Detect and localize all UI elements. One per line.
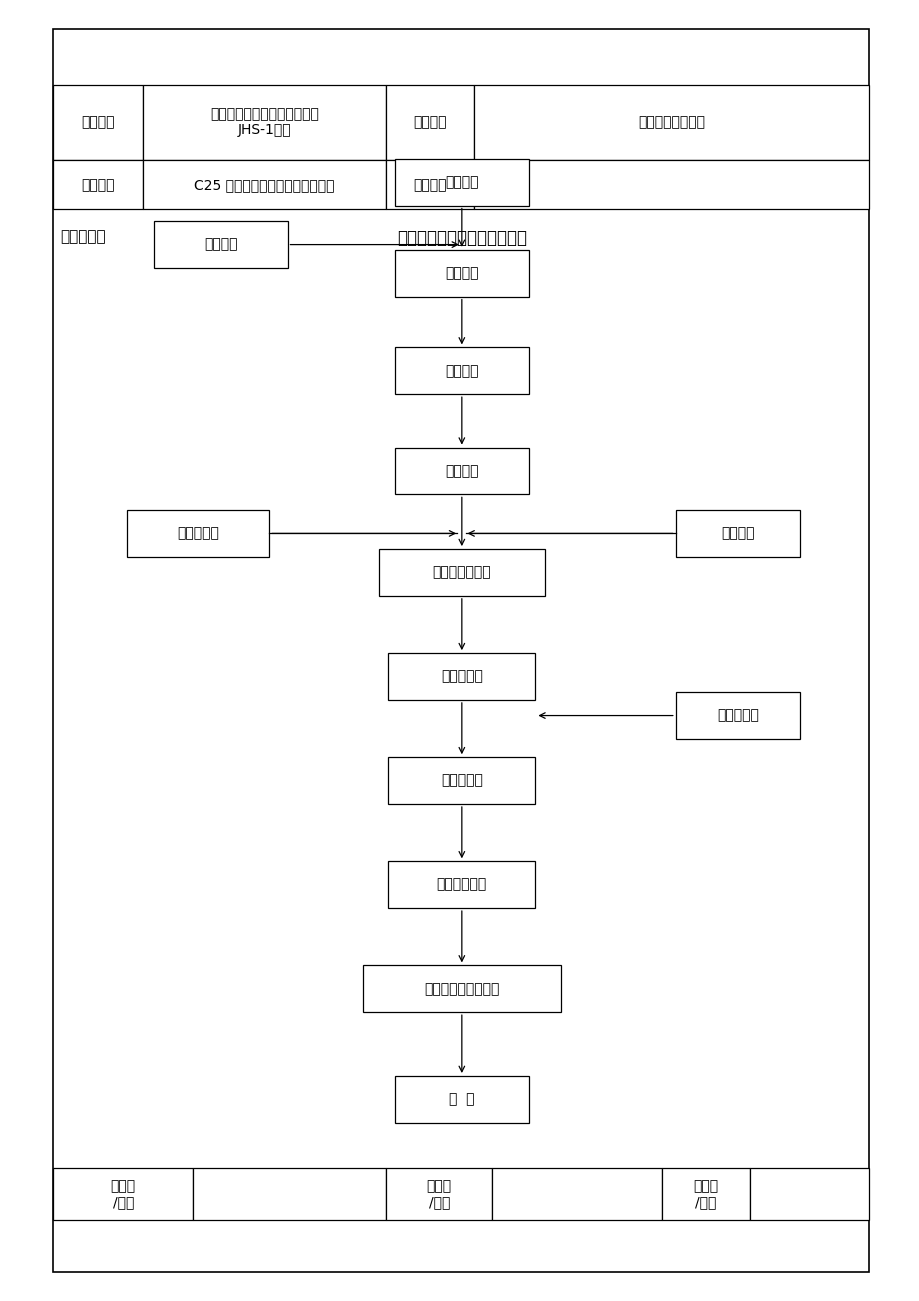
Text: 浇筑镶边及骨架: 浇筑镶边及骨架 [432, 566, 491, 579]
Bar [749, 1168, 868, 1220]
Text: 坡面修整: 坡面修整 [204, 238, 237, 251]
Bar [395, 448, 528, 494]
Bar [395, 159, 528, 206]
Bar [388, 653, 535, 700]
Bar [675, 510, 800, 557]
Bar [53, 160, 142, 209]
Bar [53, 29, 868, 1272]
Bar [193, 1168, 386, 1220]
Bar [473, 85, 868, 160]
Text: 交底内容：: 交底内容： [61, 229, 107, 245]
Text: 工程部位: 工程部位 [81, 178, 115, 191]
Text: 施工单位: 施工单位 [413, 116, 447, 129]
Text: 测量放样: 测量放样 [445, 267, 478, 280]
Text: 交底人
/时间: 交底人 /时间 [110, 1179, 136, 1210]
Text: 模板安装: 模板安装 [720, 527, 754, 540]
Text: 拱形骨架护坡施工工艺流程图: 拱形骨架护坡施工工艺流程图 [396, 229, 527, 247]
Text: C25 混凝土拱形截水骨架护坡施工: C25 混凝土拱形截水骨架护坡施工 [194, 178, 335, 191]
Text: 接收人
/时间: 接收人 /时间 [693, 1179, 718, 1210]
Bar [675, 692, 800, 739]
Text: 空心砖内客土: 空心砖内客土 [437, 878, 486, 891]
Bar [127, 510, 269, 557]
Bar [53, 1168, 193, 1220]
Bar [363, 965, 561, 1012]
Bar [492, 1168, 662, 1220]
Text: 施工准备: 施工准备 [445, 176, 478, 189]
Bar [142, 160, 386, 209]
Bar [388, 757, 535, 804]
Bar [395, 250, 528, 297]
Bar [386, 160, 473, 209]
Bar [388, 861, 535, 908]
Text: 基底检查: 基底检查 [445, 464, 478, 477]
Text: 吉图珲一标二工区: 吉图珲一标二工区 [638, 116, 704, 129]
Text: 撒播植草、栽种灌木: 撒播植草、栽种灌木 [424, 982, 499, 995]
Text: 审核人
/时间: 审核人 /时间 [426, 1179, 451, 1210]
Text: 设置泄水孔: 设置泄水孔 [176, 527, 219, 540]
Text: 基槽开挖: 基槽开挖 [445, 364, 478, 377]
Bar [142, 85, 386, 160]
Text: 空心砖铺设: 空心砖铺设 [440, 774, 482, 787]
Text: 验  收: 验 收 [448, 1093, 474, 1106]
Bar [379, 549, 544, 596]
Bar [395, 1076, 528, 1123]
Bar [154, 221, 288, 268]
Bar [53, 85, 142, 160]
Text: 混凝土养护: 混凝土养护 [440, 670, 482, 683]
Text: 工程名称: 工程名称 [81, 116, 115, 129]
Bar [473, 160, 868, 209]
Bar [395, 347, 528, 394]
Text: 新建吉林至珲春客运专线工程
JHS-1标段: 新建吉林至珲春客运专线工程 JHS-1标段 [210, 107, 319, 138]
Text: 交底时间: 交底时间 [413, 178, 447, 191]
Text: 伸缩缝设置: 伸缩缝设置 [716, 709, 758, 722]
Bar [386, 85, 473, 160]
Bar [386, 1168, 492, 1220]
Bar [662, 1168, 749, 1220]
